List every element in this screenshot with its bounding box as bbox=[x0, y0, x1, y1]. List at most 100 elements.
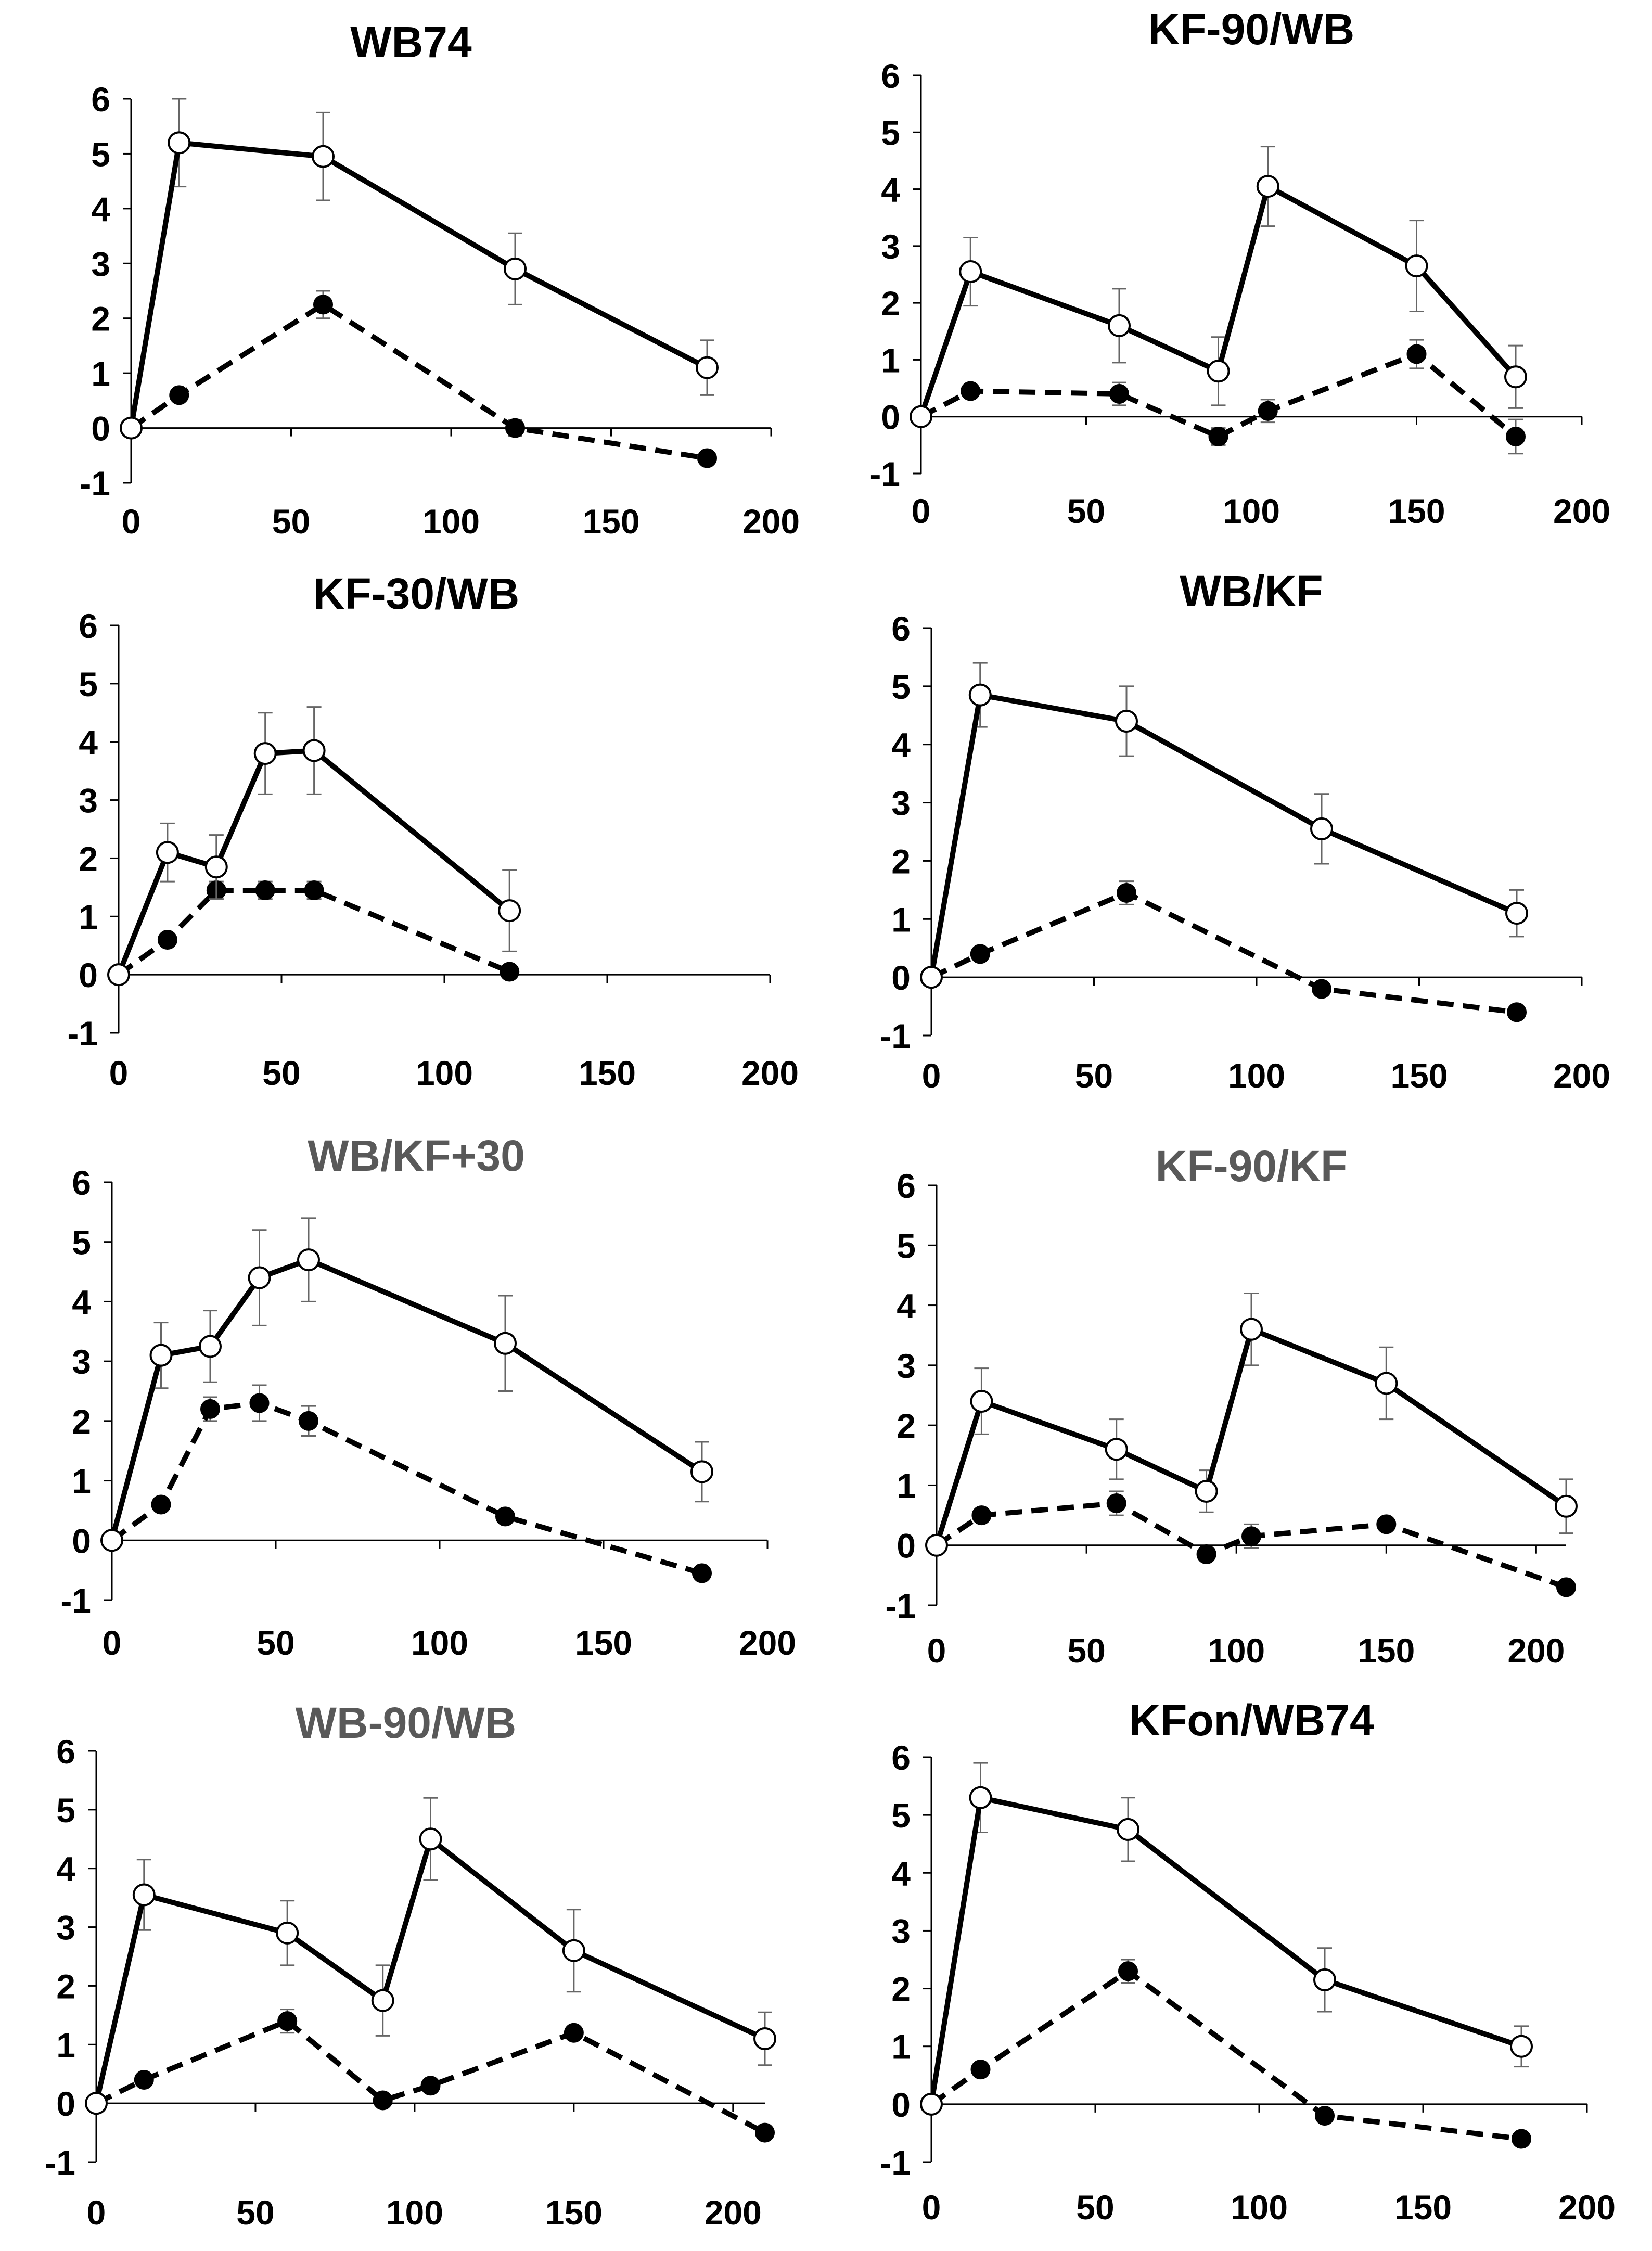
y-tick-label: 3 bbox=[56, 1909, 75, 1947]
x-tick-label: 100 bbox=[1231, 2188, 1288, 2227]
y-tick-label: 4 bbox=[881, 171, 900, 209]
x-tick-label: 200 bbox=[1553, 492, 1610, 530]
data-point-filled bbox=[961, 381, 981, 401]
data-point-open bbox=[248, 1266, 271, 1289]
y-tick-label: 2 bbox=[891, 842, 911, 880]
y-tick-label: 4 bbox=[891, 1854, 911, 1892]
data-point-open bbox=[753, 2027, 776, 2050]
x-tick-label: 0 bbox=[87, 2193, 106, 2232]
data-point-open bbox=[1240, 1318, 1263, 1341]
y-tick-label: 1 bbox=[91, 354, 110, 393]
data-point-open bbox=[504, 257, 527, 280]
data-point-filled bbox=[313, 295, 333, 315]
data-point-open bbox=[1555, 1494, 1578, 1518]
data-point-open bbox=[494, 1332, 517, 1355]
data-point-open bbox=[107, 963, 130, 987]
data-point-filled bbox=[1507, 1002, 1527, 1022]
data-point-open bbox=[1207, 360, 1230, 383]
series-solid-open bbox=[925, 1293, 1578, 1557]
series-dashed-filled bbox=[86, 2009, 775, 2143]
data-point-filled bbox=[692, 1563, 712, 1583]
series-line bbox=[110, 1400, 703, 1576]
y-tick-label: 2 bbox=[79, 839, 98, 878]
series-solid-open bbox=[910, 146, 1527, 428]
data-point-filled bbox=[505, 418, 525, 438]
y-tick-label: 1 bbox=[72, 1462, 91, 1501]
x-tick-label: 0 bbox=[122, 502, 141, 541]
series-line bbox=[129, 140, 709, 429]
data-point-filled bbox=[249, 1393, 270, 1413]
y-tick-label: 1 bbox=[891, 900, 911, 939]
y-tick-label: 3 bbox=[881, 227, 900, 266]
y-tick-label: 4 bbox=[72, 1283, 91, 1321]
data-point-filled bbox=[564, 2023, 584, 2043]
series-line bbox=[116, 748, 511, 976]
data-point-filled bbox=[157, 930, 177, 950]
data-point-open bbox=[910, 405, 932, 428]
series-line bbox=[130, 302, 708, 461]
chart-panel-2: KF-90/WB -1 0 1 2 3 4 5 6 0 50 100 150 200 bbox=[869, 5, 1610, 530]
y-tick-label: 6 bbox=[72, 1163, 91, 1202]
y-tick-label: -1 bbox=[880, 2143, 911, 2182]
data-point-filled bbox=[1312, 979, 1331, 999]
data-point-filled bbox=[420, 2076, 441, 2096]
x-tick-label: 100 bbox=[411, 1623, 468, 1662]
data-point-filled bbox=[1118, 1961, 1138, 1981]
data-point-filled bbox=[1506, 426, 1526, 446]
series-line bbox=[117, 888, 511, 977]
data-point-open bbox=[690, 1460, 713, 1483]
data-point-open bbox=[1256, 175, 1279, 198]
data-point-filled bbox=[1376, 1514, 1397, 1534]
series-dashed-filled bbox=[102, 1384, 712, 1583]
x-tick-label: 100 bbox=[1223, 492, 1280, 530]
y-tick-label: 3 bbox=[91, 245, 110, 283]
data-point-filled bbox=[1258, 401, 1278, 421]
x-tick-label: 150 bbox=[1388, 492, 1445, 530]
x-tick-label: 100 bbox=[1208, 1631, 1265, 1670]
data-point-open bbox=[419, 1827, 442, 1851]
x-tick-label: 100 bbox=[416, 1054, 473, 1092]
data-point-open bbox=[1105, 1438, 1128, 1461]
y-tick-label: -1 bbox=[60, 1581, 91, 1620]
data-point-open bbox=[959, 260, 982, 284]
series-dashed-filled bbox=[921, 880, 1527, 1022]
y-tick-label: 5 bbox=[897, 1226, 916, 1265]
y-tick-label: -1 bbox=[885, 1587, 916, 1625]
data-point-open bbox=[498, 899, 521, 923]
data-point-open bbox=[1505, 902, 1528, 925]
data-point-open bbox=[276, 1921, 299, 1945]
y-tick-label: 4 bbox=[91, 190, 110, 228]
x-tick-label: 0 bbox=[109, 1054, 129, 1092]
chart-panel-5: WB/KF+30 -1 0 1 2 3 4 5 6 0 50 100 150 200 bbox=[60, 1131, 796, 1662]
data-point-filled bbox=[151, 1494, 171, 1515]
y-tick-label: 6 bbox=[56, 1732, 75, 1771]
data-point-open bbox=[1115, 709, 1138, 733]
y-tick-label: 2 bbox=[897, 1406, 916, 1445]
y-tick-label: 0 bbox=[72, 1521, 91, 1560]
data-point-filled bbox=[134, 2070, 154, 2090]
y-tick-label: 1 bbox=[881, 341, 900, 379]
series-solid-open bbox=[920, 1762, 1533, 2116]
y-tick-label: 3 bbox=[79, 782, 98, 820]
chart-title: KF-30/WB bbox=[313, 569, 520, 618]
y-tick-label: 6 bbox=[91, 80, 110, 119]
y-tick-label: 6 bbox=[881, 57, 900, 95]
y-tick-label: -1 bbox=[80, 464, 110, 503]
data-point-filled bbox=[500, 962, 520, 982]
series-dashed-filled bbox=[121, 290, 717, 468]
x-tick-label: 100 bbox=[422, 502, 480, 541]
data-point-open bbox=[168, 131, 191, 155]
y-tick-label: 2 bbox=[891, 1970, 911, 2009]
x-tick-label: 50 bbox=[262, 1054, 300, 1092]
data-point-open bbox=[85, 2092, 108, 2115]
chart-panel-8: KFon/WB74 -1 0 1 2 3 4 5 6 0 50 100 150 200 bbox=[880, 1696, 1616, 2227]
data-point-open bbox=[1510, 2035, 1533, 2058]
chart-title: KF-90/KF bbox=[1156, 1142, 1348, 1191]
data-point-open bbox=[1313, 1968, 1336, 1991]
data-point-filled bbox=[1106, 1493, 1126, 1514]
x-tick-label: 150 bbox=[1358, 1631, 1415, 1670]
data-point-filled bbox=[255, 880, 275, 900]
y-tick-label: 1 bbox=[891, 2028, 911, 2066]
data-point-open bbox=[1117, 1818, 1139, 1841]
